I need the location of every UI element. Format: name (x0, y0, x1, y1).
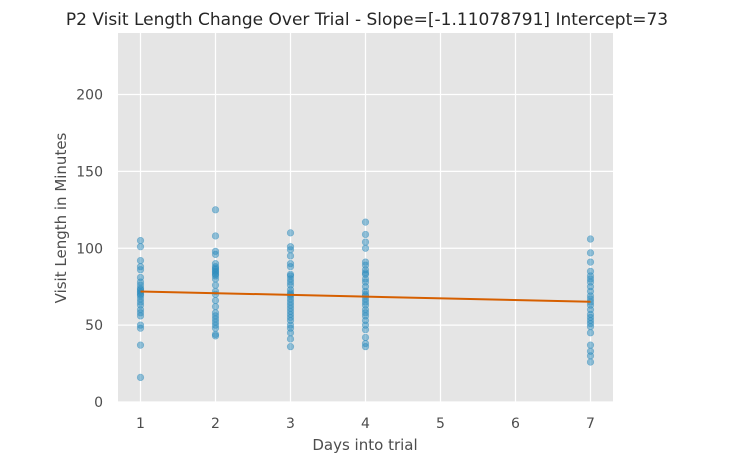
x-axis-ticks: 1 2 3 4 5 6 7 (136, 416, 595, 432)
y-tick-label: 100 (76, 241, 103, 257)
data-point (136, 256, 145, 265)
data-point (136, 324, 145, 332)
data-point (136, 236, 145, 245)
data-point (286, 343, 295, 351)
data-point (586, 329, 595, 337)
x-tick-label: 4 (361, 416, 370, 432)
data-point (586, 341, 595, 349)
data-point (361, 230, 370, 239)
data-point (136, 373, 145, 382)
x-tick-label: 7 (586, 416, 595, 432)
data-point (136, 266, 145, 274)
x-tick-label: 5 (436, 416, 445, 432)
data-point (286, 335, 295, 343)
data-point (586, 249, 595, 257)
data-point (361, 218, 370, 226)
y-tick-label: 200 (76, 88, 103, 104)
data-point (286, 252, 295, 260)
data-point (286, 246, 295, 254)
data-point (361, 244, 370, 252)
y-axis-label: Visit Length in Minutes (52, 132, 70, 303)
x-axis-label: Days into trial (312, 436, 417, 454)
data-point (211, 250, 220, 258)
data-point (136, 243, 145, 251)
y-tick-label: 0 (94, 395, 103, 411)
data-point (211, 332, 220, 340)
data-point (361, 333, 370, 342)
data-point (136, 312, 145, 320)
data-point (136, 341, 145, 349)
data-point (361, 326, 370, 334)
data-point (211, 296, 220, 305)
y-tick-label: 150 (76, 164, 103, 180)
data-point (586, 323, 595, 331)
data-point (286, 329, 295, 337)
y-tick-label: 50 (85, 318, 103, 334)
plot-area (118, 33, 613, 403)
data-point (586, 358, 595, 366)
data-point (211, 303, 220, 311)
data-point (286, 263, 295, 271)
data-point (211, 281, 220, 289)
data-point (211, 206, 220, 214)
data-point (211, 290, 220, 298)
data-point (361, 238, 370, 246)
data-point (586, 352, 595, 360)
x-tick-label: 1 (136, 416, 145, 432)
x-tick-label: 6 (511, 416, 520, 432)
chart-title: P2 Visit Length Change Over Trial - Slop… (66, 10, 668, 30)
data-point (586, 258, 595, 266)
data-point (211, 232, 220, 240)
data-point (586, 235, 595, 243)
data-point (211, 324, 220, 332)
x-tick-label: 2 (211, 416, 220, 432)
data-point (211, 275, 220, 283)
data-point (361, 343, 370, 351)
y-axis-ticks: 0 50 100 150 200 (76, 88, 103, 412)
data-point (286, 229, 295, 237)
x-tick-label: 3 (286, 416, 295, 432)
trend-line (140, 290, 591, 303)
